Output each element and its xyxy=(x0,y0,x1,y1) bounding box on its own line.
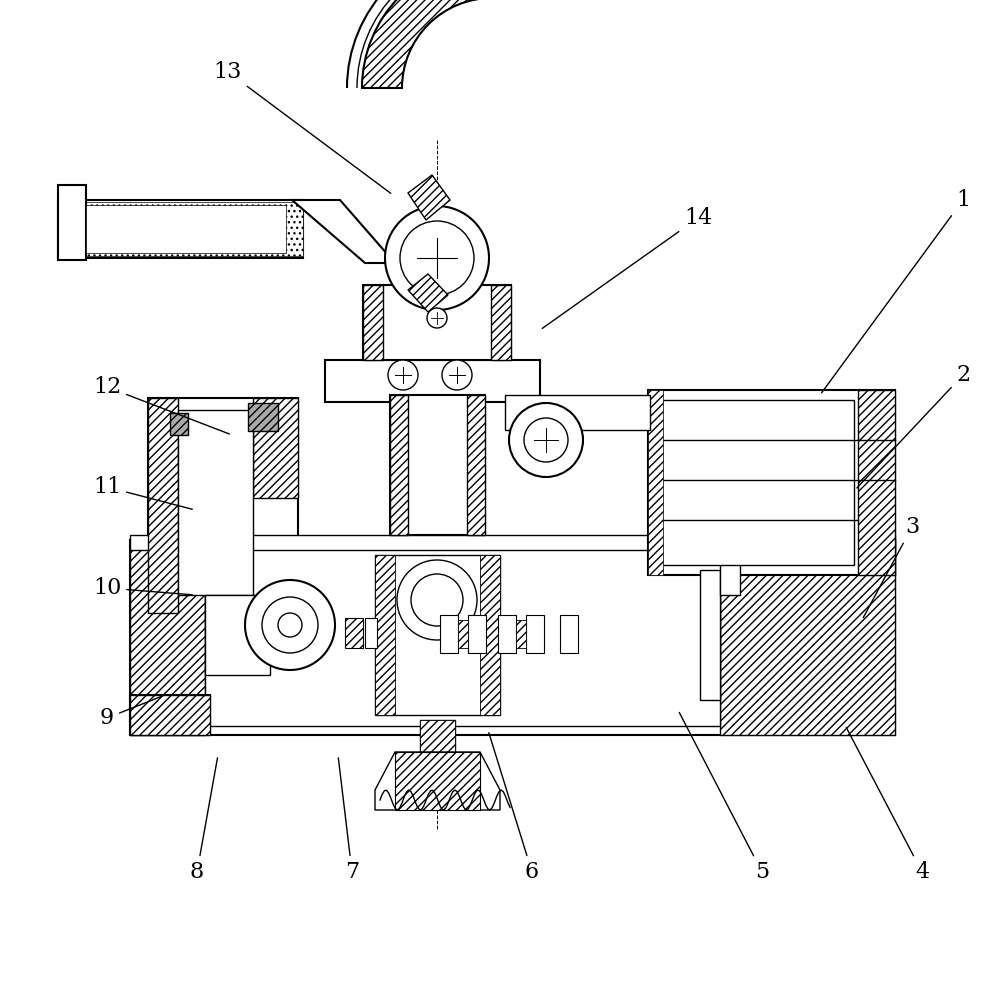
Text: 10: 10 xyxy=(93,577,192,599)
Circle shape xyxy=(524,418,568,462)
Text: 1: 1 xyxy=(822,189,970,393)
Bar xyxy=(363,285,511,360)
Bar xyxy=(205,595,270,675)
Bar xyxy=(498,615,516,653)
Text: 11: 11 xyxy=(93,476,192,509)
Bar xyxy=(345,618,363,648)
Bar xyxy=(130,540,895,735)
Polygon shape xyxy=(292,200,395,263)
Bar xyxy=(390,395,408,535)
Bar xyxy=(365,618,377,648)
Bar xyxy=(58,200,303,258)
Bar xyxy=(375,555,395,715)
Bar xyxy=(253,398,298,498)
Bar xyxy=(480,555,500,715)
Bar xyxy=(516,620,526,648)
Bar xyxy=(390,395,485,535)
Bar xyxy=(325,360,540,402)
Bar xyxy=(86,205,286,253)
Bar xyxy=(420,720,455,768)
Circle shape xyxy=(400,221,474,295)
Bar xyxy=(130,535,895,550)
Bar xyxy=(130,695,210,735)
Bar xyxy=(205,548,720,726)
Text: 13: 13 xyxy=(214,61,391,194)
Circle shape xyxy=(385,206,489,310)
Bar xyxy=(130,540,205,735)
Circle shape xyxy=(262,597,318,653)
Text: 2: 2 xyxy=(857,364,970,488)
Circle shape xyxy=(442,360,472,390)
Bar xyxy=(170,413,188,435)
Bar xyxy=(395,752,480,810)
Bar xyxy=(720,540,895,735)
Circle shape xyxy=(427,308,447,328)
Bar xyxy=(458,620,468,648)
Text: 9: 9 xyxy=(100,696,162,729)
Bar xyxy=(58,185,86,260)
Bar xyxy=(858,390,895,575)
Bar xyxy=(491,285,511,360)
Circle shape xyxy=(388,360,418,390)
Bar xyxy=(648,390,663,575)
Bar xyxy=(148,398,178,613)
Bar xyxy=(560,615,578,653)
Bar xyxy=(440,615,458,653)
Polygon shape xyxy=(375,752,500,810)
Bar xyxy=(363,285,383,360)
Circle shape xyxy=(278,613,302,637)
Bar xyxy=(420,720,455,768)
Polygon shape xyxy=(408,175,450,220)
Circle shape xyxy=(411,574,463,626)
Bar xyxy=(248,403,278,431)
Bar xyxy=(62,202,303,256)
Circle shape xyxy=(245,580,335,670)
Bar xyxy=(720,545,740,595)
Text: 4: 4 xyxy=(846,727,929,883)
Circle shape xyxy=(509,403,583,477)
Bar xyxy=(148,398,298,613)
Text: 3: 3 xyxy=(863,516,919,618)
Bar xyxy=(526,615,544,653)
Bar xyxy=(505,395,650,430)
Bar xyxy=(375,555,500,715)
Bar xyxy=(648,390,895,575)
Bar xyxy=(662,400,854,565)
Text: 7: 7 xyxy=(338,758,359,883)
Bar xyxy=(467,395,485,535)
Bar xyxy=(178,410,253,595)
Polygon shape xyxy=(408,274,448,312)
Text: 12: 12 xyxy=(93,376,229,434)
Bar xyxy=(468,615,486,653)
Text: 5: 5 xyxy=(679,712,769,883)
Wedge shape xyxy=(362,0,492,88)
Text: 8: 8 xyxy=(190,758,218,883)
Text: 6: 6 xyxy=(489,733,539,883)
Bar xyxy=(700,570,720,700)
Bar xyxy=(130,695,210,735)
Circle shape xyxy=(397,560,477,640)
Text: 14: 14 xyxy=(542,207,712,328)
